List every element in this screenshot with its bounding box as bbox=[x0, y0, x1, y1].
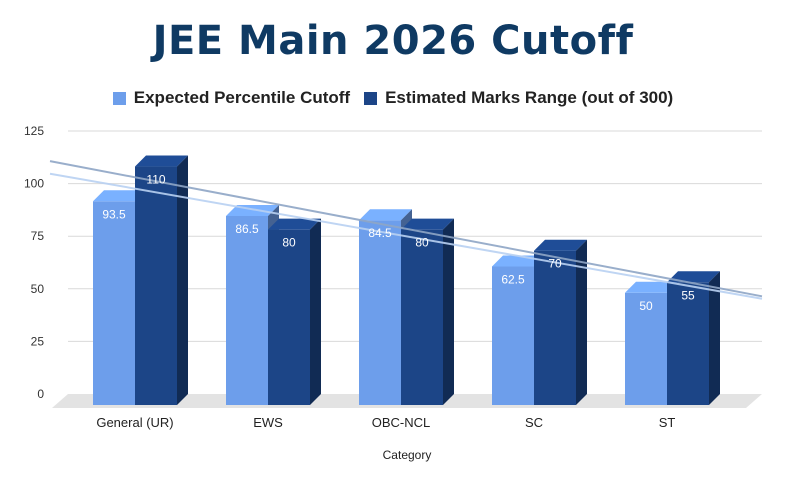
data-label: 110 bbox=[146, 173, 165, 187]
trendline bbox=[49, 172, 763, 300]
bar-top bbox=[401, 218, 454, 230]
legend-item-percentile[interactable]: Expected Percentile Cutoff bbox=[112, 88, 351, 108]
bars bbox=[93, 155, 720, 405]
x-category-label: ST bbox=[659, 415, 676, 430]
bar bbox=[268, 218, 321, 405]
legend-swatch-percentile bbox=[112, 91, 126, 105]
bar-side bbox=[177, 155, 188, 405]
bar-top bbox=[93, 190, 146, 202]
data-label: 62.5 bbox=[501, 273, 525, 287]
bar-front bbox=[625, 292, 667, 405]
bar-side bbox=[576, 239, 587, 405]
data-label: 55 bbox=[681, 288, 695, 302]
y-tick-label: 0 bbox=[37, 387, 44, 401]
bar-front bbox=[226, 216, 268, 405]
bar bbox=[667, 271, 720, 405]
bar-front bbox=[135, 166, 177, 405]
chart-title: JEE Main 2026 Cutoff bbox=[152, 18, 634, 64]
y-tick-label: 75 bbox=[31, 229, 45, 243]
y-tick-label: 100 bbox=[24, 177, 44, 191]
bar-side bbox=[709, 271, 720, 405]
legend-swatch-marks bbox=[364, 91, 378, 105]
bar-front bbox=[492, 266, 534, 405]
bar-front bbox=[534, 250, 576, 405]
data-labels: 93.5 110 86.5 80 84.5 80 62.5 70 50 55 bbox=[102, 173, 695, 313]
data-label: 86.5 bbox=[235, 222, 259, 236]
bar-side bbox=[443, 218, 454, 405]
bar bbox=[534, 239, 587, 405]
data-label: 50 bbox=[639, 299, 653, 313]
bar-top bbox=[534, 239, 587, 251]
data-label: 93.5 bbox=[102, 207, 126, 221]
bar bbox=[401, 218, 454, 405]
bar-front bbox=[401, 229, 443, 405]
y-tick-label: 25 bbox=[31, 334, 45, 348]
data-label: 84.5 bbox=[368, 226, 392, 240]
legend-item-marks[interactable]: Estimated Marks Range (out of 300) bbox=[364, 88, 673, 108]
legend-label-marks: Estimated Marks Range (out of 300) bbox=[385, 88, 674, 107]
data-label: 80 bbox=[282, 236, 296, 250]
data-label: 70 bbox=[548, 257, 562, 271]
x-category-label: SC bbox=[525, 415, 543, 430]
bar-front bbox=[268, 229, 310, 405]
x-axis-categories: General (UR) EWS OBC-NCL SC ST bbox=[96, 415, 675, 430]
x-category-label: OBC-NCL bbox=[372, 415, 431, 430]
legend: Expected Percentile Cutoff Estimated Mar… bbox=[0, 88, 786, 108]
trendlines bbox=[49, 160, 763, 300]
bar-top bbox=[268, 218, 321, 230]
trendline bbox=[49, 160, 763, 298]
bar-top bbox=[135, 155, 188, 167]
data-label: 80 bbox=[415, 236, 429, 250]
bar-front bbox=[93, 201, 135, 405]
x-axis-title: Category bbox=[383, 448, 432, 462]
bar bbox=[135, 155, 188, 405]
bar-front bbox=[359, 220, 401, 405]
x-category-label: General (UR) bbox=[96, 415, 173, 430]
bar-side bbox=[310, 218, 321, 405]
y-tick-label: 125 bbox=[24, 124, 44, 138]
y-axis-ticks: 0 25 50 75 100 125 bbox=[24, 124, 44, 401]
bar-top bbox=[359, 209, 412, 221]
y-tick-label: 50 bbox=[31, 282, 45, 296]
bar-front bbox=[667, 282, 709, 405]
bar-top bbox=[625, 281, 678, 293]
x-category-label: EWS bbox=[253, 415, 283, 430]
bar-top bbox=[667, 271, 720, 283]
legend-label-percentile: Expected Percentile Cutoff bbox=[133, 88, 351, 107]
